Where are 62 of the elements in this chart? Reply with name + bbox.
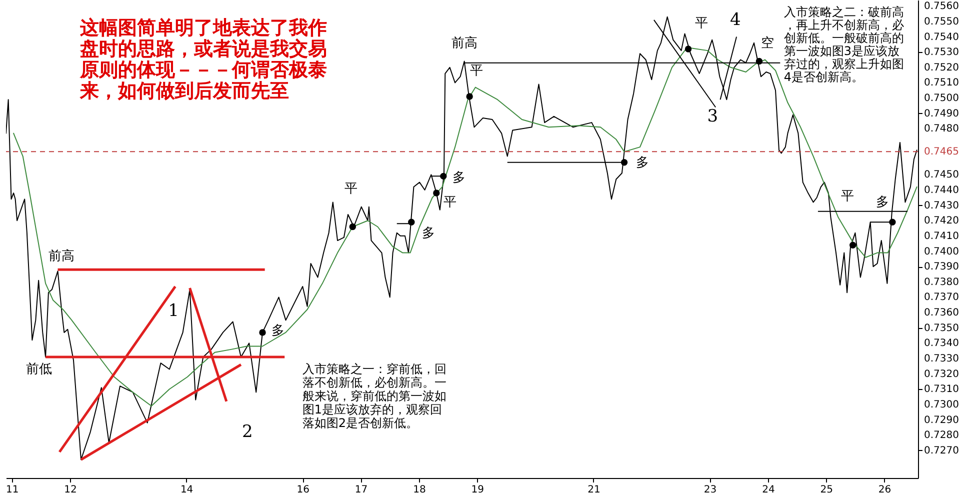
annotation: 前低 xyxy=(26,362,52,378)
x-tick-label: 23 xyxy=(704,484,717,495)
annotation: 2 xyxy=(242,422,253,442)
y-tick-label: 0.7270 xyxy=(924,445,959,456)
x-tick-label: 18 xyxy=(413,484,426,495)
y-tick-label: 0.7560 xyxy=(924,1,959,12)
x-tick-label: 24 xyxy=(762,484,775,495)
annotation: 多 xyxy=(272,323,284,338)
annotation: 前高 xyxy=(451,34,478,51)
y-tick-label: 0.7430 xyxy=(924,200,959,212)
y-tick-label: 0.7520 xyxy=(924,62,959,74)
y-tick-label: 0.7350 xyxy=(924,322,959,334)
y-tick-label: 0.7300 xyxy=(924,399,959,410)
y-tick-label: 0.7370 xyxy=(924,292,959,304)
annotation: 平 xyxy=(841,189,854,204)
x-tick-label: 14 xyxy=(180,484,194,495)
annotation: 平 xyxy=(470,63,484,78)
x-tick-label: 21 xyxy=(588,484,600,495)
x-tick-label: 26 xyxy=(878,484,892,495)
annotation: 多 xyxy=(636,155,649,170)
y-tick-label: 0.7510 xyxy=(924,78,959,89)
y-tick-label: 0.7550 xyxy=(924,16,959,28)
y-tick-label: 0.7320 xyxy=(924,368,959,380)
annotation: 多 xyxy=(422,226,435,241)
y-tick-label: 0.7310 xyxy=(924,384,959,396)
x-tick-label: 25 xyxy=(820,484,833,495)
y-tick-label: 0.7360 xyxy=(924,308,959,319)
annotation: 多 xyxy=(452,170,466,186)
annotation: 3 xyxy=(707,106,718,126)
ref-line-label: 0.7465 xyxy=(924,146,959,158)
x-tick-label: 12 xyxy=(64,484,77,495)
x-tick-label: 17 xyxy=(354,484,368,495)
y-tick-label: 0.7390 xyxy=(924,262,959,273)
annotation: 1 xyxy=(168,301,179,322)
annotation: 平 xyxy=(443,195,456,210)
annotation: 入市策略之一：穿前低，回落不创新低，必创新高。一般来说，穿前低的第一波如图1是应该放弃的，观察回落如图2是否创新低。 xyxy=(302,362,446,430)
annotation: 空 xyxy=(760,36,774,51)
annotation: 平 xyxy=(344,181,358,196)
annotation: 前高 xyxy=(48,248,74,264)
annotation: 入市策略之二：破前高，再上升不创新高，必创新低。一般破前高的第一波如图3是应该放弃过的，观察上升如图4是否创新高。 xyxy=(784,5,904,84)
y-tick-label: 0.7420 xyxy=(924,216,959,227)
y-tick-label: 0.7290 xyxy=(924,414,959,426)
y-tick-label: 0.7400 xyxy=(924,246,959,258)
y-tick-label: 0.7410 xyxy=(924,230,959,242)
y-tick-label: 0.7480 xyxy=(924,124,959,135)
y-tick-label: 0.7500 xyxy=(924,93,959,104)
y-tick-label: 0.7440 xyxy=(924,184,959,196)
y-tick-label: 0.7280 xyxy=(924,430,959,442)
annotation: 4 xyxy=(730,10,741,30)
y-tick-label: 0.7450 xyxy=(924,170,959,181)
annotation: 平 xyxy=(695,16,708,31)
annotation: 这幅图简单明了地表达了我作盘时的思路，或者说是我交易原则的体现－－－何谓否极泰来，如何做到后发而先至 xyxy=(78,17,327,102)
x-tick-label: 11 xyxy=(6,484,19,495)
y-tick-label: 0.7530 xyxy=(924,47,959,58)
x-tick-label: 16 xyxy=(296,484,310,495)
y-tick-label: 0.7490 xyxy=(924,108,959,120)
annotation: 多 xyxy=(876,195,890,210)
y-tick-label: 0.7380 xyxy=(924,276,959,288)
y-tick-label: 0.7340 xyxy=(924,338,959,350)
y-tick-label: 0.7540 xyxy=(924,32,959,43)
y-tick-label: 0.7330 xyxy=(924,354,959,364)
x-tick-label: 19 xyxy=(471,484,484,495)
